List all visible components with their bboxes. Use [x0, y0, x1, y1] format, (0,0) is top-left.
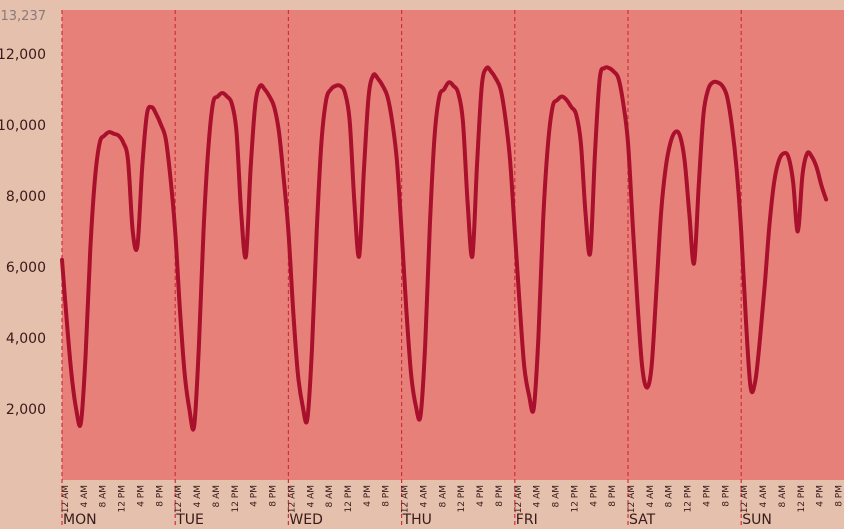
x-hour-label: 4 PM: [363, 485, 373, 507]
x-hour-label: 8 PM: [269, 485, 279, 507]
x-hour-label: 12 AM: [287, 485, 297, 513]
x-hour-label: 8 AM: [325, 485, 335, 508]
x-hour-label: 12 PM: [797, 485, 807, 513]
x-hour-label: 8 PM: [155, 485, 165, 507]
x-hour-label: 8 AM: [438, 485, 448, 508]
x-hour-label: 12 PM: [684, 485, 694, 513]
x-hour-label: 4 AM: [80, 485, 90, 508]
x-hour-label: 8 AM: [212, 485, 222, 508]
x-hour-label: 12 PM: [118, 485, 128, 513]
y-axis-max-label: 13,237: [1, 9, 47, 24]
x-day-label: FRI: [516, 512, 538, 528]
x-hour-label: 4 PM: [589, 485, 599, 507]
x-hour-label: 12 PM: [344, 485, 354, 513]
x-hour-label: 4 PM: [816, 485, 826, 507]
x-hour-label: 8 AM: [552, 485, 562, 508]
x-hour-label: 8 PM: [721, 485, 731, 507]
x-day-label: TUE: [175, 512, 204, 528]
x-day-label: MON: [63, 512, 97, 528]
x-hour-label: 12 AM: [627, 485, 637, 513]
x-day-label: SUN: [742, 512, 772, 528]
plot-area: [62, 10, 844, 480]
x-hour-label: 12 PM: [570, 485, 580, 513]
x-hour-label: 12 AM: [514, 485, 524, 513]
x-hour-label: 12 PM: [457, 485, 467, 513]
x-hour-label: 4 AM: [646, 485, 656, 508]
x-hour-label: 4 PM: [702, 485, 712, 507]
x-hour-label: 4 AM: [306, 485, 316, 508]
x-hour-label: 12 AM: [401, 485, 411, 513]
x-hour-label: 8 PM: [495, 485, 505, 507]
x-day-label: WED: [289, 512, 322, 528]
x-day-label: THU: [402, 512, 432, 528]
x-hour-label: 8 PM: [608, 485, 618, 507]
x-hour-label: 4 AM: [759, 485, 769, 508]
x-hour-label: 12 PM: [231, 485, 241, 513]
x-hour-label: 12 AM: [174, 485, 184, 513]
y-tick-label: 12,000: [0, 47, 46, 63]
x-hour-label: 8 AM: [665, 485, 675, 508]
y-tick-label: 2,000: [6, 402, 46, 418]
y-tick-label: 6,000: [6, 260, 46, 276]
x-hour-label: 12 AM: [61, 485, 71, 513]
x-hour-label: 8 PM: [382, 485, 392, 507]
y-tick-label: 4,000: [6, 331, 46, 347]
series-line: [60, 65, 829, 432]
x-hour-label: 4 PM: [476, 485, 486, 507]
x-hour-label: 4 AM: [419, 485, 429, 508]
y-tick-label: 10,000: [0, 118, 46, 134]
x-hour-label: 4 AM: [193, 485, 203, 508]
x-hour-label: 8 AM: [99, 485, 109, 508]
x-day-label: SAT: [629, 512, 656, 528]
x-hour-label: 4 PM: [250, 485, 260, 507]
x-hour-label: 8 AM: [778, 485, 788, 508]
x-hour-label: 12 AM: [740, 485, 750, 513]
y-tick-label: 8,000: [6, 189, 46, 205]
x-hour-label: 4 AM: [533, 485, 543, 508]
x-hour-label: 8 PM: [835, 485, 844, 507]
x-hour-label: 4 PM: [136, 485, 146, 507]
